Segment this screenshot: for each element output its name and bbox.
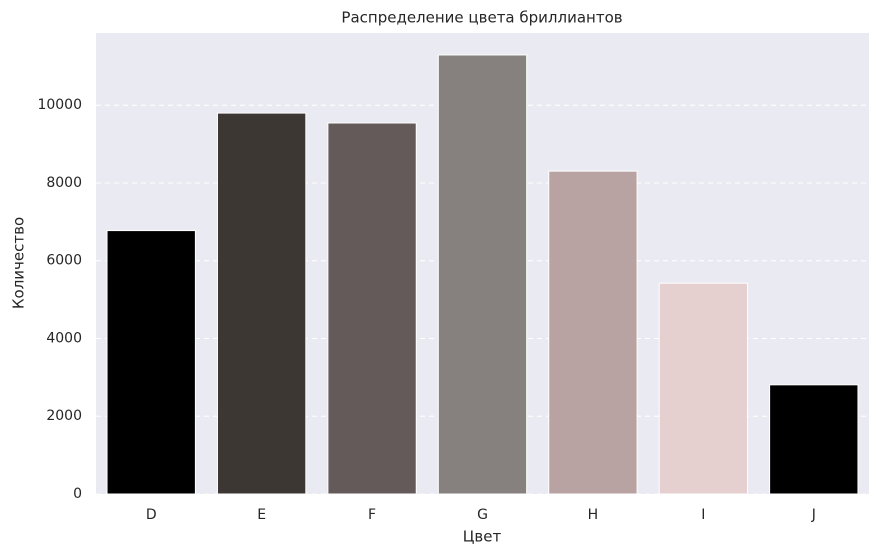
y-tick-label: 6000 (46, 253, 82, 269)
bar (548, 170, 638, 495)
bar (327, 122, 417, 495)
x-tick-label: H (588, 507, 599, 523)
chart-title: Распределение цвета бриллиантов (341, 9, 622, 27)
x-axis-label: Цвет (463, 528, 502, 546)
y-tick-label: 8000 (46, 175, 82, 191)
x-tick-label: J (811, 507, 816, 523)
y-tick-label: 4000 (46, 330, 82, 346)
x-tick-label: D (146, 507, 157, 523)
y-tick-label: 0 (73, 486, 82, 502)
bar (658, 282, 749, 495)
bar (437, 54, 528, 495)
x-tick-label: I (701, 507, 705, 523)
bar (216, 112, 307, 495)
x-tick-label: F (368, 507, 376, 523)
x-tick-label: E (257, 507, 266, 523)
y-axis-label: Количество (10, 217, 28, 309)
bar (106, 230, 196, 495)
y-tick-label: 2000 (46, 408, 82, 424)
x-tick-label: G (477, 507, 488, 523)
y-tick-label: 10000 (37, 97, 82, 113)
bar (769, 384, 859, 495)
